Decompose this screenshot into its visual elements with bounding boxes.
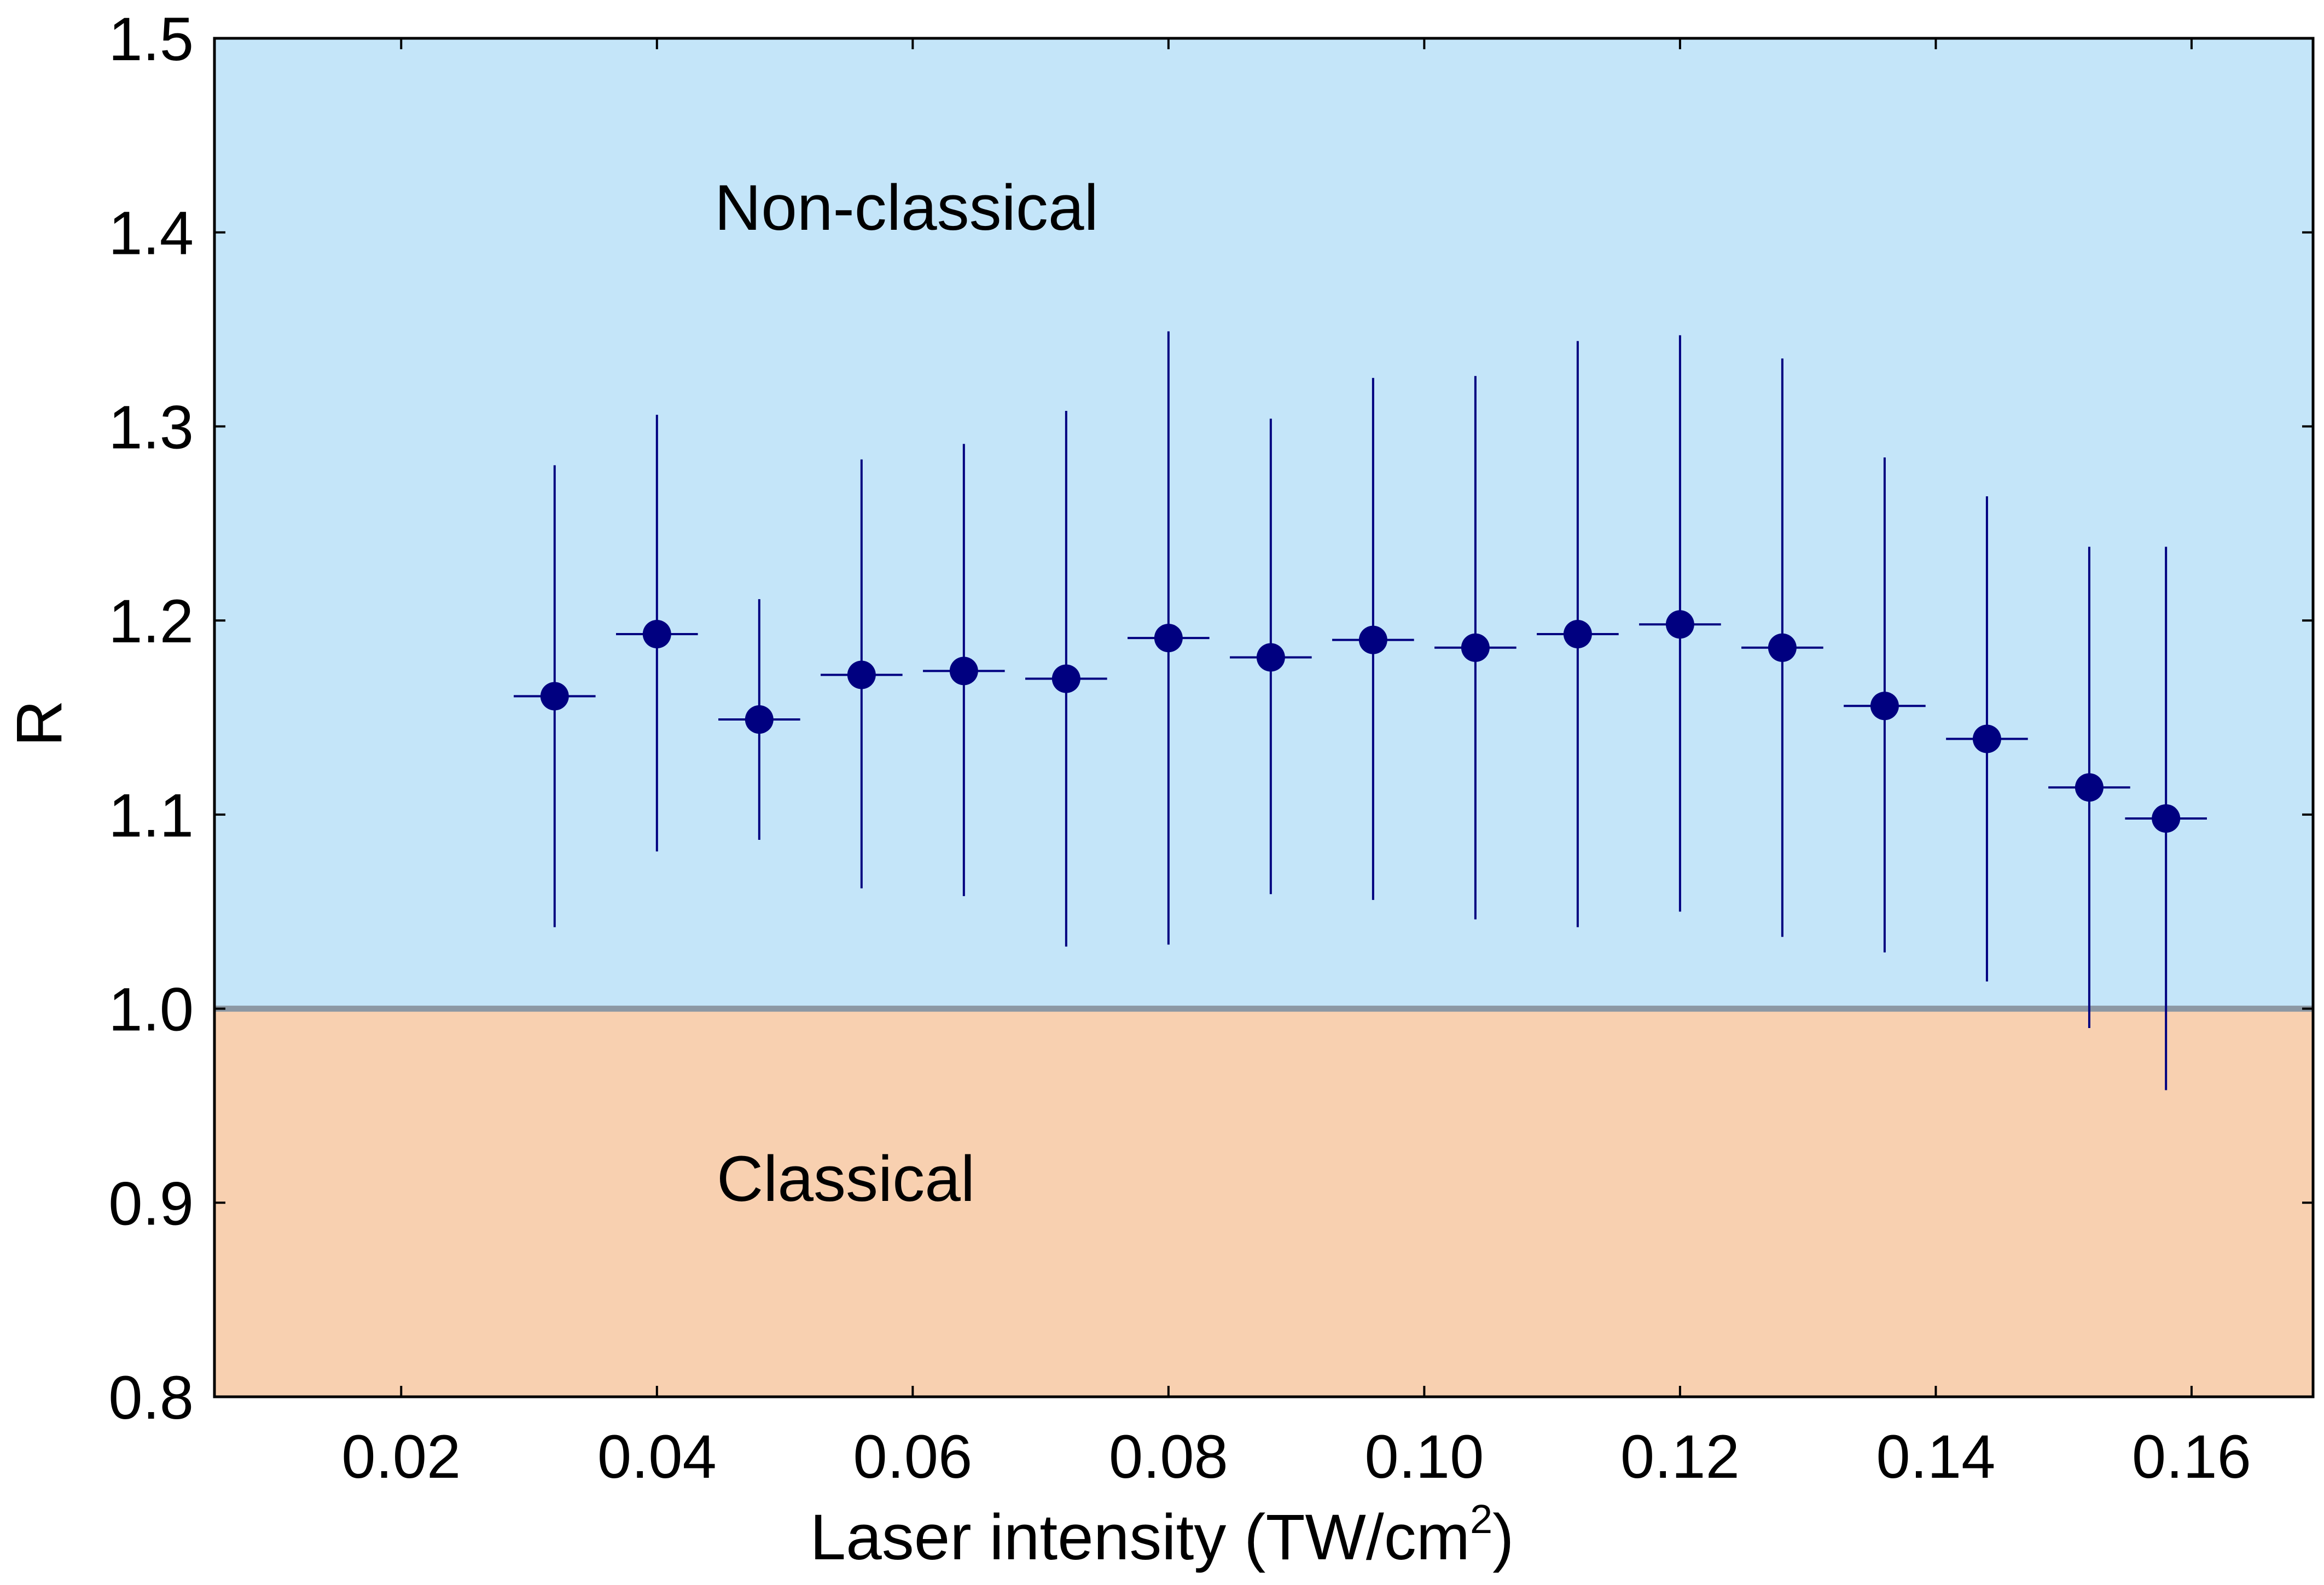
data-points <box>513 331 2207 1090</box>
data-point <box>923 444 1005 896</box>
data-marker <box>540 682 569 711</box>
data-point <box>1230 419 1312 895</box>
data-marker <box>2075 773 2104 802</box>
data-point <box>513 465 596 927</box>
y-tick-label: 1.0 <box>108 976 194 1044</box>
data-marker <box>1563 619 1592 648</box>
data-point <box>718 599 800 840</box>
region-label-classical: Classical <box>717 1143 975 1215</box>
data-marker <box>2152 804 2181 833</box>
data-marker <box>1154 624 1183 653</box>
data-marker <box>1665 610 1694 639</box>
data-marker <box>1972 724 2001 753</box>
data-marker <box>745 705 774 734</box>
data-point <box>1332 378 1414 900</box>
data-marker <box>1256 643 1285 672</box>
y-tick-label: 1.5 <box>108 5 194 73</box>
data-marker <box>1461 633 1490 662</box>
region-classical <box>214 1008 2313 1397</box>
data-point <box>616 415 698 852</box>
y-tick-label: 1.4 <box>108 199 194 268</box>
data-marker <box>1870 692 1899 721</box>
data-point <box>2048 547 2130 1029</box>
x-axis-title: Laser intensity (TW/cm2) <box>810 1496 1514 1574</box>
x-tick-label: 0.12 <box>1620 1423 1740 1491</box>
data-point <box>1844 457 1926 953</box>
x-tick-label: 0.08 <box>1109 1423 1228 1491</box>
data-point <box>1025 411 1107 947</box>
x-axis-title-sup: 2 <box>1470 1496 1492 1542</box>
data-point <box>1537 341 1619 927</box>
x-tick-label: 0.16 <box>2132 1423 2251 1491</box>
region-label-nonclassical: Non-classical <box>714 172 1099 244</box>
data-point <box>1946 496 2028 982</box>
data-point <box>2125 547 2207 1090</box>
data-marker <box>847 660 876 689</box>
x-tick-label: 0.14 <box>1876 1423 1995 1491</box>
data-point <box>1639 335 1721 912</box>
data-marker <box>949 657 978 686</box>
x-tick-label: 0.06 <box>853 1423 972 1491</box>
data-marker <box>1768 633 1797 662</box>
y-tick-label: 1.1 <box>108 781 194 850</box>
y-axis-title: R <box>3 700 75 746</box>
y-tick-label: 1.3 <box>108 393 194 461</box>
data-point <box>1434 376 1517 920</box>
region-nonclassical <box>214 38 2313 1009</box>
x-tick-labels: 0.02 0.04 0.06 0.08 0.10 0.12 0.14 0.16 <box>341 1423 2251 1491</box>
y-tick-label: 0.8 <box>108 1363 194 1432</box>
plot-frame <box>213 37 2315 1398</box>
x-axis-title-suffix: ) <box>1492 1501 1514 1574</box>
x-tick-label: 0.10 <box>1364 1423 1484 1491</box>
x-axis-title-main: Laser intensity (TW/cm <box>810 1501 1470 1574</box>
data-point <box>1741 358 1823 937</box>
data-marker <box>642 619 671 648</box>
y-tick-labels: 0.8 0.9 1.0 1.1 1.2 1.3 1.4 1.5 <box>108 5 194 1432</box>
data-point <box>821 459 903 889</box>
data-point <box>1128 331 1210 945</box>
data-marker <box>1051 664 1080 693</box>
data-marker <box>1358 625 1387 654</box>
x-tick-label: 0.04 <box>597 1423 717 1491</box>
x-tick-label: 0.02 <box>341 1423 461 1491</box>
y-tick-label: 0.9 <box>108 1169 194 1238</box>
y-tick-label: 1.2 <box>108 587 194 655</box>
